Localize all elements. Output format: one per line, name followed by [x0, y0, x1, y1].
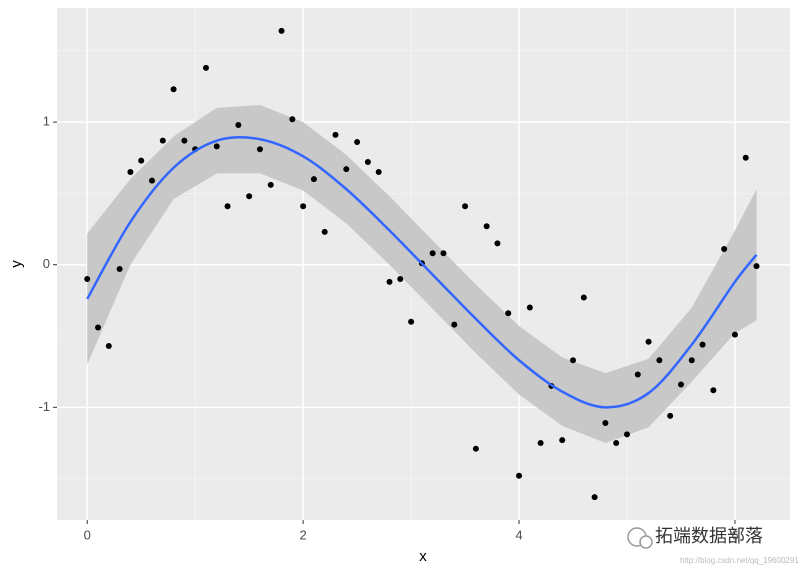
point — [559, 437, 566, 444]
point — [375, 169, 382, 176]
point — [310, 176, 317, 183]
point — [246, 193, 253, 200]
x-tick-label: 2 — [300, 527, 307, 542]
watermark-url: http://blog.csdn.net/qq_19600291 — [680, 556, 799, 565]
point — [159, 137, 166, 144]
point — [634, 371, 641, 378]
point — [138, 157, 145, 164]
point — [667, 412, 674, 419]
point — [95, 324, 102, 331]
point — [699, 341, 706, 348]
point — [105, 343, 112, 350]
point — [278, 27, 285, 34]
point — [267, 181, 274, 188]
smooth-line — [86, 135, 758, 409]
x-axis-title: x — [419, 548, 427, 565]
point — [580, 294, 587, 301]
watermark: 拓端数据部落 http://blog.csdn.net/qq_19600291 — [627, 526, 799, 565]
y-tick-label: 1 — [43, 114, 50, 129]
x-tick-label: 6 — [731, 527, 738, 542]
point — [343, 166, 350, 173]
point — [386, 278, 393, 285]
point — [397, 275, 404, 282]
point — [256, 146, 263, 153]
point — [116, 265, 123, 272]
watermark-text: 拓端数据部落 — [655, 526, 763, 546]
marks — [84, 27, 760, 501]
point — [710, 387, 717, 394]
y-axis-title: y — [8, 260, 25, 268]
point — [148, 177, 155, 184]
point — [731, 331, 738, 338]
point — [451, 321, 458, 328]
point — [645, 338, 652, 345]
point — [235, 121, 242, 128]
watermark-icon — [639, 535, 653, 549]
point — [472, 445, 479, 452]
y-tick-label: -1 — [38, 399, 50, 414]
point — [300, 203, 307, 210]
point — [526, 304, 533, 311]
point — [516, 472, 523, 479]
point — [84, 275, 91, 282]
point — [677, 381, 684, 388]
point — [570, 357, 577, 364]
point — [289, 116, 296, 123]
point — [613, 439, 620, 446]
point — [623, 431, 630, 438]
point — [181, 137, 188, 144]
point — [429, 250, 436, 257]
point — [505, 310, 512, 317]
x-tick-label: 4 — [515, 527, 522, 542]
point — [483, 223, 490, 230]
y-tick-label: 0 — [43, 256, 50, 271]
point — [494, 240, 501, 247]
point — [202, 64, 209, 71]
point — [742, 154, 749, 161]
point — [170, 86, 177, 93]
point — [224, 203, 231, 210]
point — [721, 246, 728, 253]
point — [354, 139, 361, 146]
point — [602, 420, 609, 427]
point — [408, 318, 415, 325]
point — [127, 169, 134, 176]
point — [688, 357, 695, 364]
x-tick-label: 0 — [84, 527, 91, 542]
point — [591, 494, 598, 501]
point — [462, 203, 469, 210]
point — [364, 159, 371, 166]
confidence-band — [87, 104, 757, 443]
point — [753, 263, 760, 270]
point — [321, 228, 328, 235]
point — [656, 357, 663, 364]
point — [332, 131, 339, 138]
point — [537, 439, 544, 446]
point — [440, 250, 447, 257]
point — [213, 143, 220, 150]
